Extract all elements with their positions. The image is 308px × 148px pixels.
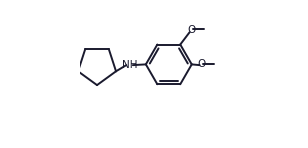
Text: O: O (197, 59, 205, 69)
Text: NH: NH (122, 60, 137, 70)
Text: O: O (187, 25, 196, 35)
